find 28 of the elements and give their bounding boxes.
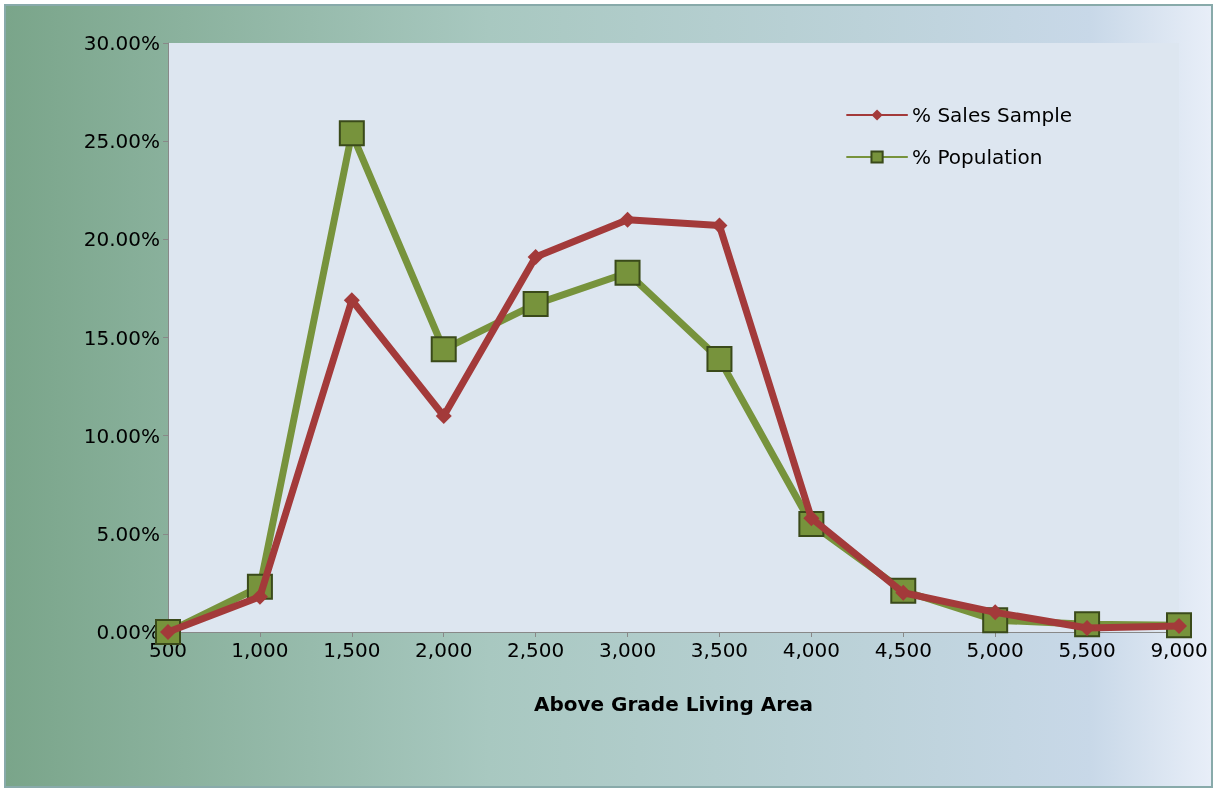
x-tick-label: 3,000 [598, 638, 657, 662]
x-tick-label: 5,500 [1058, 638, 1116, 662]
point [435, 408, 452, 425]
point [338, 120, 365, 147]
x-tick-label: 5,000 [966, 638, 1024, 662]
y-tick-label: 30.00% [83, 31, 160, 55]
y-tick-label: 5.00% [96, 521, 160, 546]
x-tick-label: 2,500 [507, 638, 565, 662]
x-tick-label: 3,500 [690, 638, 749, 662]
point [430, 336, 457, 363]
point [527, 249, 544, 265]
y-tick-label: 25.00% [83, 129, 160, 154]
legend-label: % Population [912, 145, 1043, 169]
point [706, 346, 733, 373]
y-tick-label: 10.00% [83, 423, 160, 448]
x-tick-label: 2,000 [415, 638, 473, 662]
y-tick-label: 15.00% [83, 325, 160, 350]
x-axis-title: Above Grade Living Area [533, 692, 814, 716]
legend-label: % Sales Sample [912, 103, 1073, 127]
point [251, 588, 268, 605]
x-tick-label: 1,000 [231, 638, 289, 662]
x-tick-label: 4,500 [874, 638, 932, 662]
x-tick-label: 4,000 [782, 638, 840, 662]
x-tick-label: 9,000 [1150, 638, 1208, 662]
point [614, 259, 641, 286]
point [522, 291, 549, 318]
x-tick-label: 1,500 [323, 638, 381, 662]
y-tick-label: 20.00% [83, 227, 160, 252]
